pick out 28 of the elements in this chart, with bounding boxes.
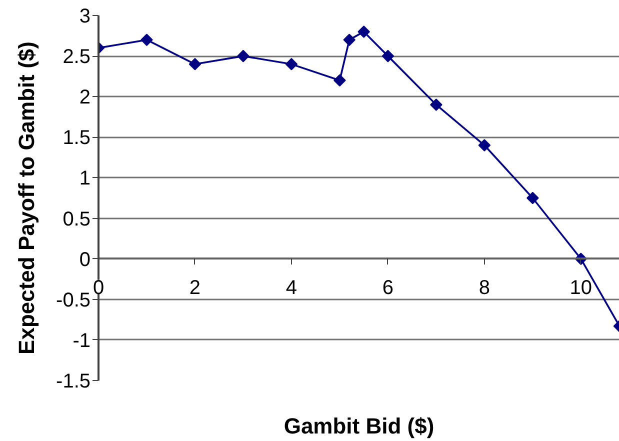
point (188, 58, 202, 70)
y-tick-label: 1 (79, 168, 90, 190)
y-tick-label: 0.5 (62, 208, 91, 230)
point (526, 192, 539, 204)
point (478, 139, 491, 152)
point (140, 34, 153, 46)
y-axis-title: Expected Payoff to Gambit ($) (14, 42, 40, 354)
y-tick-label: -1.5 (56, 370, 91, 392)
x-axis-title: Gambit Bid ($) (284, 414, 434, 438)
x-tick-label: 8 (478, 276, 490, 299)
y-tick-label: -1 (72, 330, 91, 352)
point (430, 98, 442, 111)
point (343, 34, 356, 46)
y-tick-label: -0.5 (56, 289, 91, 312)
y-tick-label: 1.5 (62, 127, 91, 150)
y-tick-label: 3 (79, 6, 90, 28)
y-tick-label: 0 (79, 248, 90, 271)
point (358, 26, 370, 38)
point (382, 50, 394, 62)
x-tick-label: 6 (382, 276, 394, 299)
x-tick-label: 10 (570, 276, 592, 299)
x-tick-label: 2 (189, 276, 201, 299)
y-tick-label: 2.5 (62, 46, 91, 68)
point (285, 58, 298, 70)
x-tick-label: 4 (286, 276, 298, 299)
y-tick-label: 2 (79, 86, 90, 109)
point (334, 74, 346, 87)
point (237, 50, 250, 62)
